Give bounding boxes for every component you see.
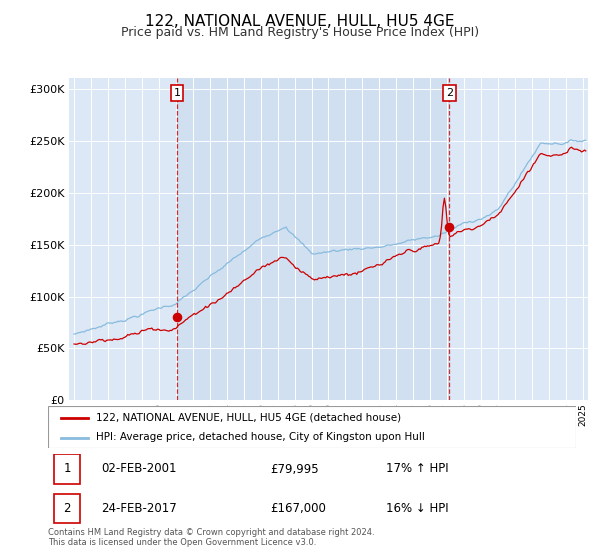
Point [172,313,182,322]
Text: 1: 1 [174,88,181,98]
Bar [177,78,449,400]
Text: £79,995: £79,995 [270,463,319,475]
Text: 122, NATIONAL AVENUE, HULL, HU5 4GE (detached house): 122, NATIONAL AVENUE, HULL, HU5 4GE (det… [95,413,401,423]
Text: 2: 2 [446,88,453,98]
Text: Contains HM Land Registry data © Crown copyright and database right 2024.
This d: Contains HM Land Registry data © Crown c… [48,528,374,547]
Text: 122, NATIONAL AVENUE, HULL, HU5 4GE: 122, NATIONAL AVENUE, HULL, HU5 4GE [145,14,455,29]
Text: 2: 2 [63,502,71,515]
Text: £167,000: £167,000 [270,502,326,515]
Bar [55,493,80,523]
Text: Price paid vs. HM Land Registry's House Price Index (HPI): Price paid vs. HM Land Registry's House … [121,26,479,39]
Text: 17% ↑ HPI: 17% ↑ HPI [386,463,449,475]
Text: 02-FEB-2001: 02-FEB-2001 [101,463,176,475]
Text: 16% ↓ HPI: 16% ↓ HPI [386,502,449,515]
Bar [55,454,80,484]
Point [445,222,454,231]
Text: 1: 1 [63,463,71,475]
Text: HPI: Average price, detached house, City of Kingston upon Hull: HPI: Average price, detached house, City… [95,432,424,442]
Text: 24-FEB-2017: 24-FEB-2017 [101,502,176,515]
